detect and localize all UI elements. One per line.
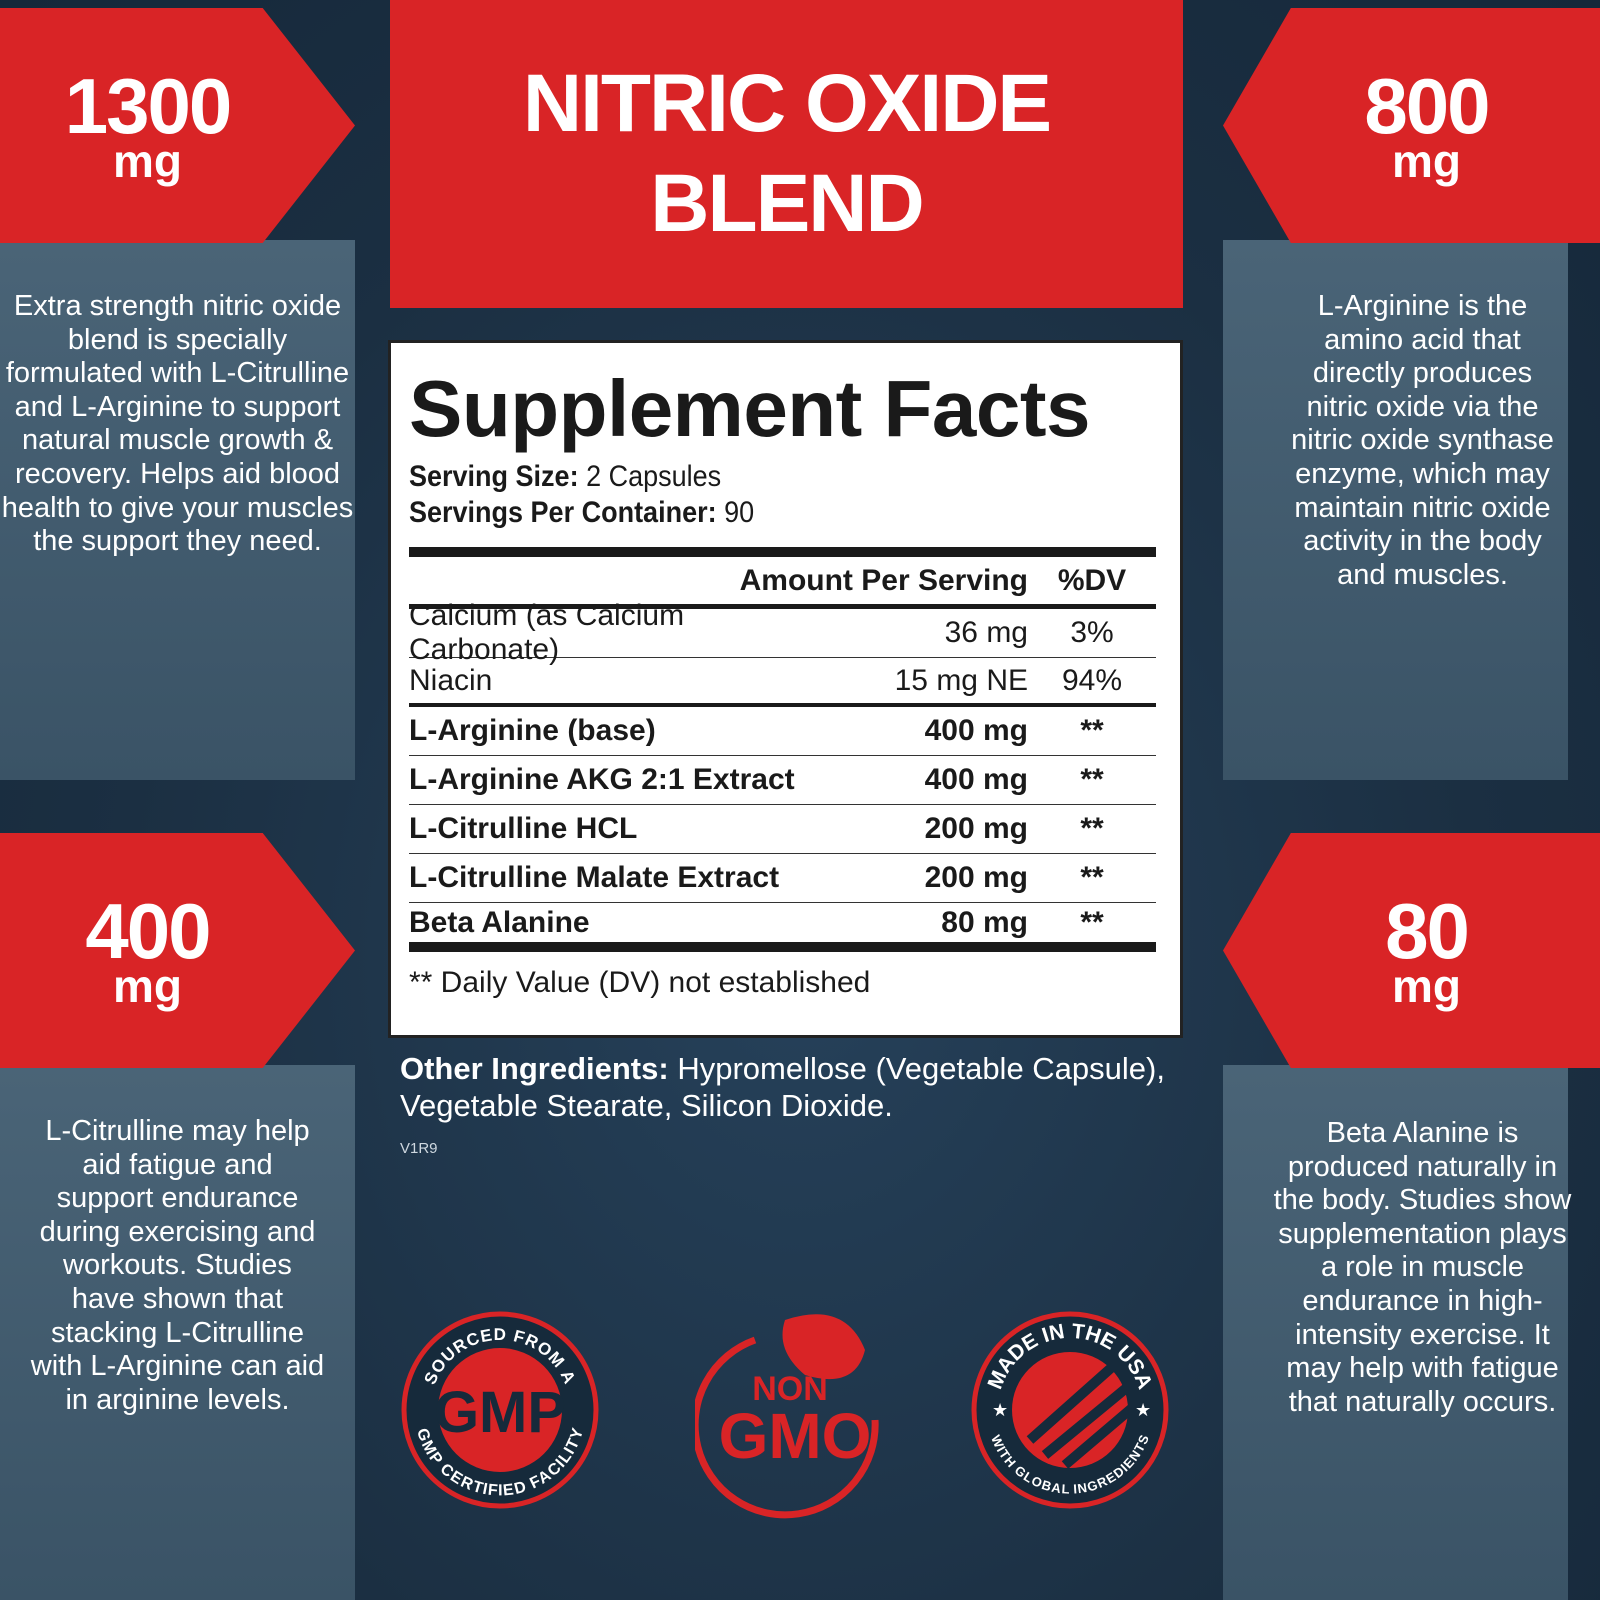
right-panel-top <box>1223 240 1568 780</box>
ingredient-dv: ** <box>1080 812 1104 845</box>
ingredient-dv: ** <box>1080 763 1104 796</box>
ingredient-name: L-Arginine (base) <box>409 714 656 747</box>
non-gmo-badge-icon: NON GMO <box>695 1314 879 1519</box>
serving-size-label: Serving Size: <box>409 460 579 493</box>
ingredient-amount: 200 mg <box>924 812 1028 845</box>
facts-row: Niacin 15 mg NE 94% <box>409 658 1156 707</box>
divider-thick <box>409 547 1156 557</box>
non-text: NON <box>752 1370 828 1408</box>
servings-value: 90 <box>724 496 755 529</box>
other-ingredients-label: Other Ingredients: <box>400 1051 669 1086</box>
gmo-text: GMO <box>719 1400 872 1472</box>
facts-row: L-Arginine AKG 2:1 Extract 400 mg ** <box>409 756 1156 805</box>
ingredient-amount: 15 mg NE <box>894 663 1028 697</box>
version-code: V1R9 <box>400 1140 438 1157</box>
title-line-1: NITRIC OXIDE <box>522 58 1052 149</box>
facts-row: Beta Alanine 80 mg ** <box>409 903 1156 952</box>
facts-row: L-Citrulline HCL 200 mg ** <box>409 805 1156 854</box>
svg-text:★: ★ <box>1135 1400 1151 1420</box>
callout-amount: 800 <box>1364 61 1490 150</box>
callout-800mg: 800 mg <box>1223 8 1600 243</box>
ingredient-amount: 400 mg <box>924 714 1028 747</box>
gmp-badge-icon: SOURCED FROM A GMP CERTIFIED FACILITY GM… <box>401 1311 599 1509</box>
product-title: NITRIC OXIDE BLEND <box>390 0 1183 308</box>
ingredient-amount: 200 mg <box>924 861 1028 894</box>
serving-size: Serving Size: 2 Capsules <box>409 459 1081 495</box>
ingredient-amount: 400 mg <box>924 763 1028 796</box>
callout-80mg: 80 mg <box>1223 833 1600 1068</box>
supplement-facts-panel: Supplement Facts Serving Size: 2 Capsule… <box>388 340 1183 1038</box>
left-panel-bottom <box>0 1065 355 1600</box>
ingredient-dv: ** <box>1080 714 1104 747</box>
ingredient-name: L-Citrulline Malate Extract <box>409 861 780 894</box>
made-in-usa-badge-icon: MADE IN THE USA WITH GLOBAL INGREDIENTS … <box>971 1311 1169 1509</box>
callout-description: Beta Alanine is produced naturally in th… <box>1273 1117 1572 1418</box>
facts-row: Calcium (as Calcium Carbonate) 36 mg 3% <box>409 599 1156 666</box>
right-panel-bottom <box>1223 1065 1568 1600</box>
callout-amount: 400 <box>85 886 211 975</box>
svg-text:★: ★ <box>992 1400 1008 1420</box>
facts-heading: Supplement Facts <box>409 364 1091 453</box>
ingredient-name: L-Arginine AKG 2:1 Extract <box>409 763 795 796</box>
gmp-center-text: GMP <box>434 1380 566 1445</box>
title-line-2: BLEND <box>650 158 924 249</box>
facts-footnote: ** Daily Value (DV) not established <box>409 966 871 999</box>
serving-size-value: 2 Capsules <box>586 460 722 493</box>
callout-unit: mg <box>1392 134 1461 187</box>
ingredient-amount: 36 mg <box>944 616 1028 649</box>
callout-amount: 1300 <box>64 61 233 150</box>
servings-label: Servings Per Container: <box>409 496 717 529</box>
ingredient-dv: 3% <box>1070 616 1114 649</box>
ingredient-dv: ** <box>1080 861 1104 894</box>
ingredient-name: L-Citrulline HCL <box>409 812 638 845</box>
ingredient-dv: 94% <box>1061 663 1123 697</box>
callout-description: L-Citrulline may help aid fatigue and su… <box>30 1115 325 1416</box>
ingredient-dv: ** <box>1080 905 1104 939</box>
callout-unit: mg <box>113 134 182 187</box>
facts-header-row: Amount Per Serving %DV <box>409 557 1156 609</box>
ingredient-name: Beta Alanine <box>409 905 590 939</box>
callout-unit: mg <box>113 959 182 1012</box>
callout-description: Extra strength nitric oxide blend is spe… <box>1 290 354 558</box>
ingredient-name: Niacin <box>409 663 493 697</box>
callout-amount: 80 <box>1385 886 1470 975</box>
other-ingredients: Other Ingredients: Hypromellose (Vegetab… <box>400 1050 1200 1124</box>
facts-rows: Calcium (as Calcium Carbonate) 36 mg 3% Nia… <box>409 599 1156 952</box>
servings-per-container: Servings Per Container: 90 <box>409 495 1081 531</box>
callout-description: L-Arginine is the amino acid that direct… <box>1291 290 1554 591</box>
ingredient-amount: 80 mg <box>941 905 1028 939</box>
callout-unit: mg <box>1392 959 1461 1012</box>
facts-row: L-Citrulline Malate Extract 200 mg ** <box>409 854 1156 903</box>
ingredient-name: Calcium (as Calcium Carbonate) <box>409 599 685 666</box>
facts-row: L-Arginine (base) 400 mg ** <box>409 707 1156 756</box>
left-panel-top <box>0 240 355 780</box>
amount-column-header: Amount Per Serving <box>739 563 1028 597</box>
other-ingredients-text: Hypromellose (Vegetable Capsule), Vegeta… <box>400 1051 1165 1123</box>
dv-column-header: %DV <box>1057 563 1127 597</box>
